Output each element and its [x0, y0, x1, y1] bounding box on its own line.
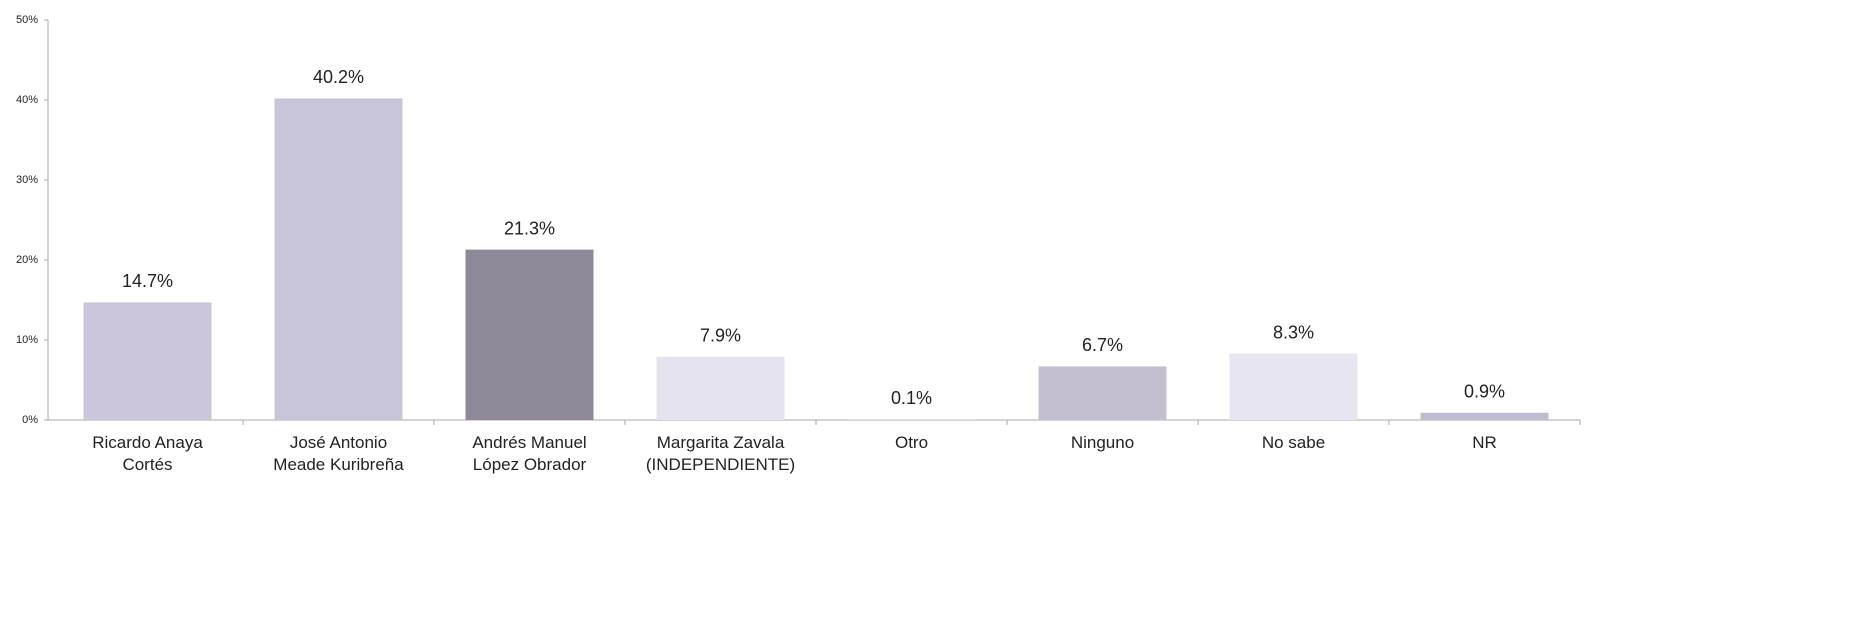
value-label: 21.3%	[504, 218, 555, 238]
bar	[274, 98, 403, 421]
value-label: 8.3%	[1273, 322, 1314, 342]
value-label: 40.2%	[313, 67, 364, 87]
y-tick-label: 30%	[16, 174, 38, 186]
bar	[1229, 353, 1358, 420]
y-tick-label: 10%	[16, 334, 38, 346]
bar	[465, 249, 594, 420]
x-tick-label: Margarita Zavala (INDEPENDIENTE)	[645, 433, 796, 474]
y-tick-label: 20%	[16, 254, 38, 266]
y-tick-label: 40%	[16, 94, 38, 106]
value-label: 0.9%	[1464, 382, 1505, 402]
value-label: 7.9%	[700, 326, 741, 346]
y-tick-label: 0%	[22, 414, 38, 426]
x-tick-label: No sabe	[1261, 433, 1326, 452]
bar	[847, 419, 976, 420]
value-label: 14.7%	[122, 271, 173, 291]
y-tick-label: 50%	[16, 14, 38, 26]
x-tick-label: Ricardo Anaya Cortés	[92, 433, 203, 474]
bar	[656, 356, 785, 420]
value-label: 0.1%	[891, 388, 932, 408]
bar	[1038, 366, 1167, 420]
bar	[83, 302, 212, 420]
x-tick-label: Otro	[894, 433, 929, 452]
bar	[1420, 412, 1549, 420]
x-tick-label: Andrés Manuel López Obrador	[472, 433, 587, 474]
x-tick-label: José Antonio Meade Kuribreña	[273, 433, 404, 474]
x-tick-label: NR	[1472, 433, 1497, 452]
x-tick-label: Ninguno	[1070, 433, 1135, 452]
value-label: 6.7%	[1082, 335, 1123, 355]
